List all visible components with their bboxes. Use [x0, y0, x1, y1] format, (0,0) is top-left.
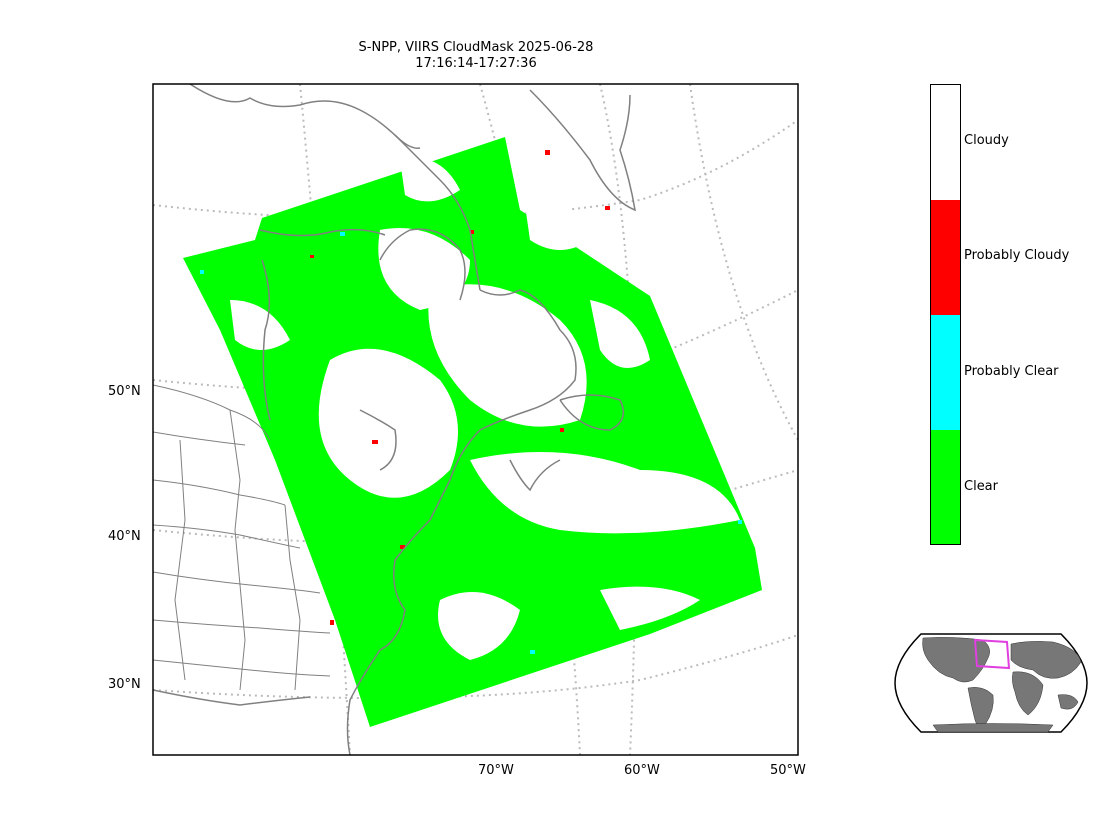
- inset-region-box: [973, 638, 1011, 670]
- coastlines: [153, 84, 636, 755]
- lon-label-60w: 60°W: [624, 763, 660, 778]
- lon-label-70w: 70°W: [478, 763, 514, 778]
- map-frame: [152, 83, 799, 756]
- plot-title: S-NPP, VIIRS CloudMask 2025-06-28: [358, 40, 594, 55]
- state-borders: [153, 384, 331, 691]
- colorbar-segment-cloudy: [931, 85, 960, 200]
- colorbar-label-cloudy: Cloudy: [964, 133, 1009, 148]
- colorbar-label-clear: Clear: [964, 479, 998, 494]
- swath-probably-clear: [200, 232, 742, 654]
- colorbar-segment-probably-clear: [931, 315, 960, 430]
- colorbar-segment-probably-cloudy: [931, 200, 960, 315]
- plot-time-range: 17:16:14-17:27:36: [415, 56, 537, 71]
- lat-label-30n: 30°N: [108, 677, 141, 692]
- colorbar: [930, 84, 961, 545]
- lat-label-40n: 40°N: [108, 529, 141, 544]
- inset-land: [922, 637, 1082, 733]
- swath-probably-cloudy: [310, 150, 610, 625]
- colorbar-label-probably-clear: Probably Clear: [964, 364, 1059, 379]
- lat-label-50n: 50°N: [108, 384, 141, 399]
- colorbar-label-probably-cloudy: Probably Cloudy: [964, 248, 1070, 263]
- swath-cloudy: [230, 158, 740, 660]
- colorbar-segment-clear: [931, 430, 960, 544]
- lon-label-50w: 50°W: [770, 763, 806, 778]
- inset-globe-map: [894, 633, 1088, 733]
- swath-clear: [183, 137, 762, 727]
